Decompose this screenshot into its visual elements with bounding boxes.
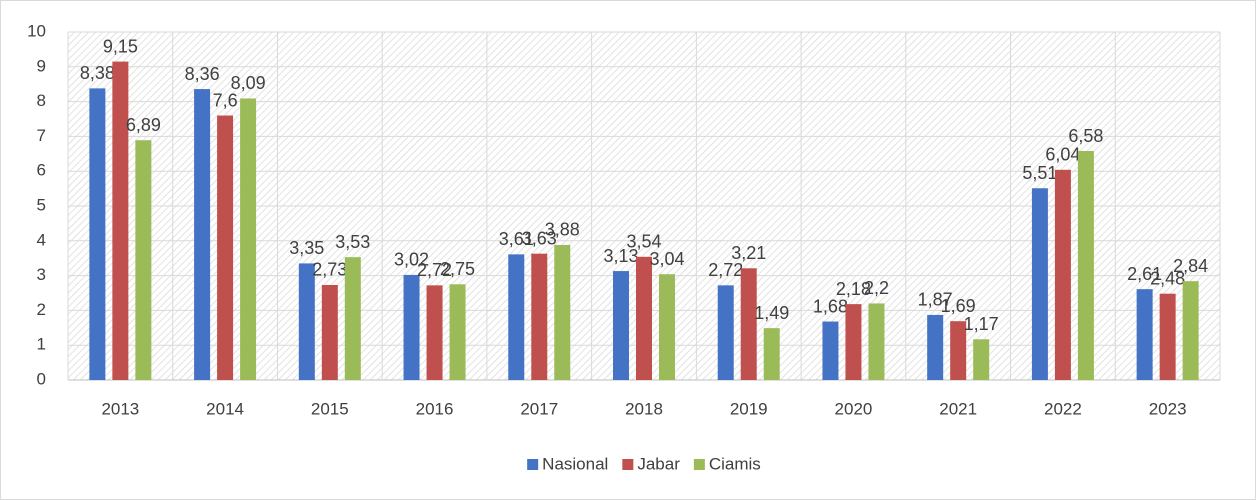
value-label: 3,61	[499, 229, 534, 249]
value-label: 3,13	[603, 246, 638, 266]
value-label: 1,49	[754, 303, 789, 323]
x-tick-label: 2016	[416, 399, 454, 418]
y-tick-label: 9	[37, 56, 46, 75]
legend-swatch	[693, 459, 705, 470]
x-tick-label: 2019	[730, 399, 768, 418]
bar	[659, 274, 675, 380]
legend-swatch	[527, 459, 539, 470]
bar	[822, 321, 839, 380]
value-label: 2,2	[864, 278, 889, 298]
value-label: 5,51	[1022, 163, 1057, 183]
bar	[531, 253, 548, 380]
y-tick-label: 8	[37, 91, 46, 110]
bar	[1077, 151, 1094, 380]
bar	[1136, 289, 1153, 380]
value-label: 8,38	[80, 63, 115, 83]
bar	[554, 244, 571, 380]
legend-label: Jabar	[637, 454, 680, 473]
value-label: 3,53	[335, 232, 370, 252]
y-tick-label: 6	[37, 161, 46, 180]
bar	[763, 328, 780, 380]
bar	[89, 88, 106, 380]
value-label: 2,73	[312, 260, 347, 280]
bar	[950, 321, 967, 380]
bar	[717, 285, 734, 380]
y-tick-label: 1	[37, 335, 46, 354]
y-tick-label: 2	[37, 300, 46, 319]
bar	[449, 284, 466, 380]
value-label: 8,09	[231, 73, 266, 93]
bar	[845, 304, 862, 380]
bar	[636, 256, 652, 380]
y-tick-label: 5	[37, 195, 46, 214]
value-label: 2,61	[1127, 264, 1162, 284]
bar	[1031, 188, 1048, 380]
bar	[973, 339, 990, 380]
value-label: 6,89	[126, 115, 161, 135]
bar	[217, 115, 234, 381]
value-label: 2,84	[1173, 256, 1208, 276]
value-label: 2,75	[440, 259, 475, 279]
y-tick-label: 10	[27, 21, 46, 40]
value-label: 1,69	[941, 296, 976, 316]
bar	[1054, 169, 1071, 380]
bar	[508, 254, 525, 380]
value-label: 1,17	[964, 314, 999, 334]
bar	[1159, 293, 1176, 380]
legend-swatch	[622, 459, 634, 470]
value-label: 6,58	[1068, 126, 1103, 146]
bar	[868, 303, 885, 380]
bar	[613, 271, 629, 380]
value-label: 6,04	[1045, 145, 1080, 165]
bar	[194, 89, 211, 381]
x-tick-label: 2020	[835, 399, 873, 418]
x-tick-label: 2018	[625, 399, 663, 418]
value-label: 9,15	[103, 36, 138, 56]
bar	[112, 61, 129, 381]
value-label: 3,88	[545, 220, 580, 240]
legend-label: Ciamis	[709, 454, 761, 473]
bar	[927, 314, 944, 380]
x-tick-label: 2013	[101, 399, 139, 418]
value-label: 8,36	[185, 64, 220, 84]
bar	[344, 257, 361, 380]
value-label: 7,6	[213, 90, 238, 110]
value-label: 3,02	[394, 250, 429, 270]
x-tick-label: 2023	[1149, 399, 1187, 418]
value-label: 2,72	[417, 260, 452, 280]
bar	[240, 98, 257, 380]
x-tick-label: 2022	[1044, 399, 1082, 418]
legend-label: Nasional	[542, 454, 608, 473]
bar	[1182, 281, 1199, 380]
value-label: 2,48	[1150, 268, 1185, 288]
bar	[321, 284, 338, 380]
value-label: 2,18	[836, 279, 871, 299]
value-label: 3,63	[522, 228, 557, 248]
value-label: 3,54	[626, 232, 661, 252]
value-label: 2,72	[708, 260, 743, 280]
bar	[740, 268, 757, 380]
value-label: 3,04	[649, 249, 684, 269]
y-tick-label: 0	[37, 369, 46, 388]
y-tick-label: 3	[37, 265, 46, 284]
bar	[426, 285, 443, 380]
bar	[135, 140, 152, 380]
value-label: 1,68	[813, 296, 848, 316]
x-tick-label: 2014	[206, 399, 244, 418]
x-tick-label: 2021	[939, 399, 977, 418]
value-label: 1,87	[918, 290, 953, 310]
x-tick-label: 2015	[311, 399, 349, 418]
x-tick-label: 2017	[520, 399, 558, 418]
value-label: 3,35	[289, 238, 324, 258]
y-tick-label: 7	[37, 126, 46, 145]
y-tick-label: 4	[37, 230, 46, 249]
bar	[298, 263, 315, 380]
bar	[403, 274, 420, 380]
value-label: 3,21	[731, 243, 766, 263]
